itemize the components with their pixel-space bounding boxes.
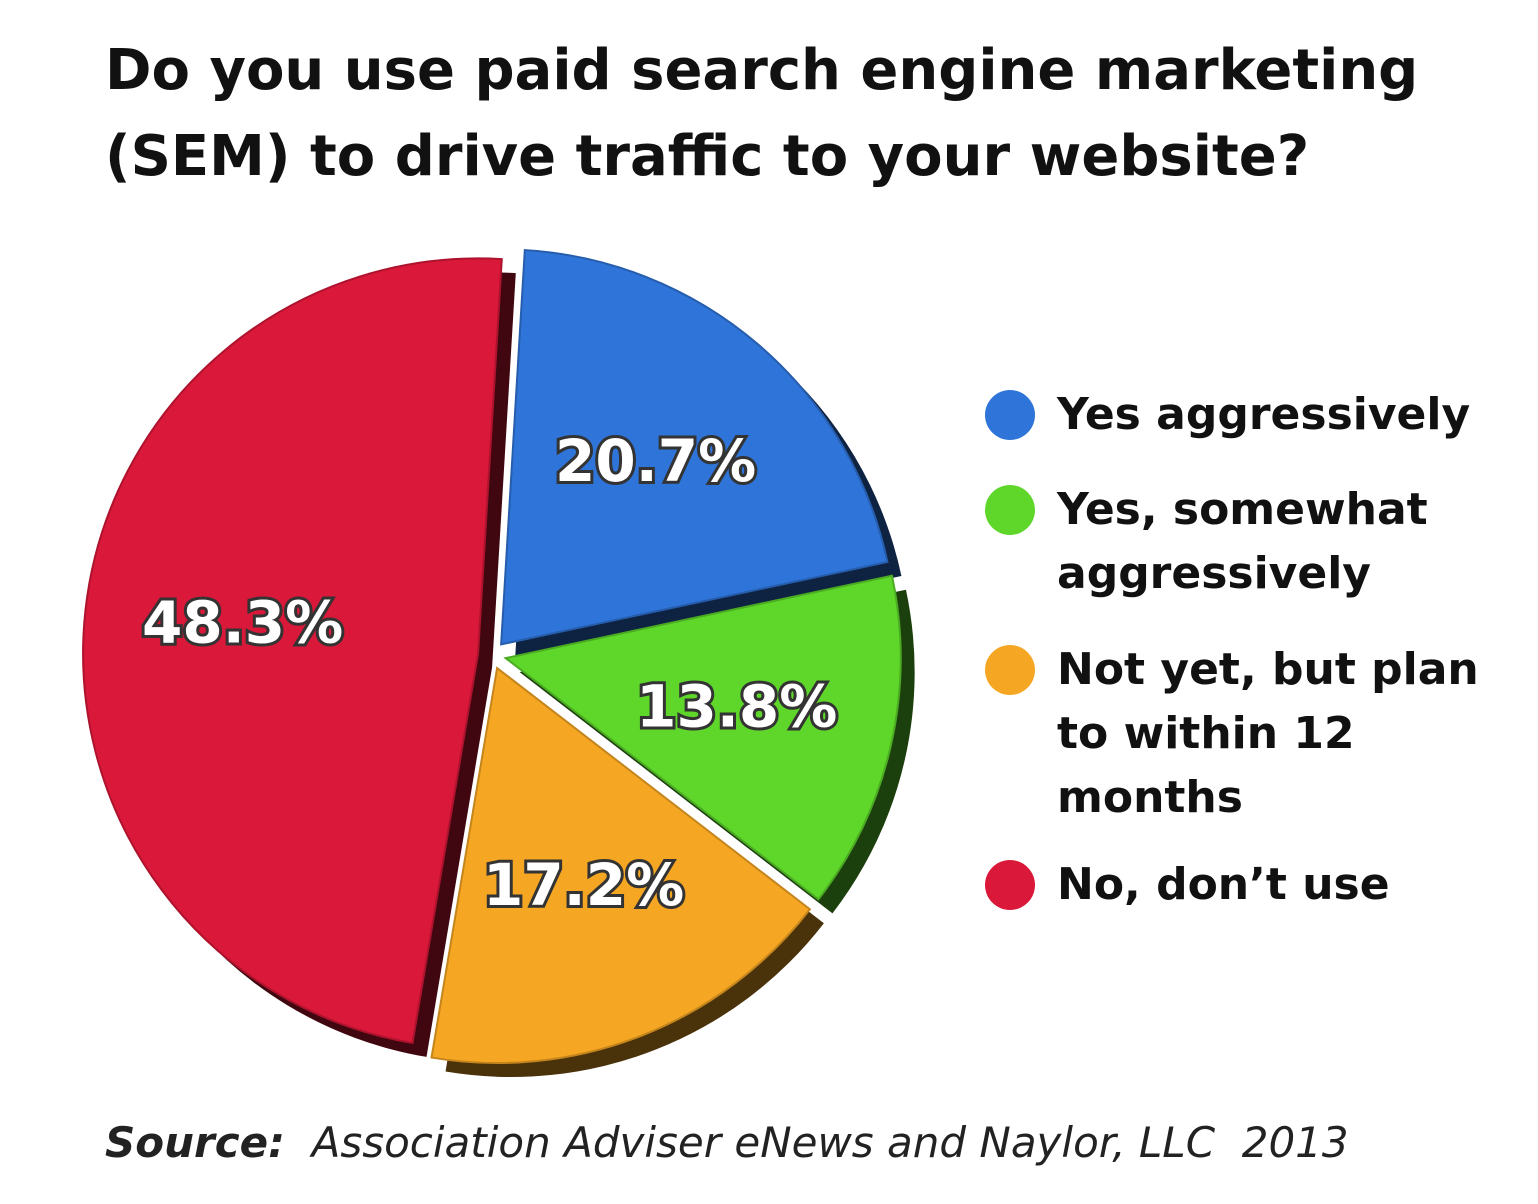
legend-swatch xyxy=(985,485,1035,535)
value-label: 48.3% xyxy=(142,589,343,657)
slice xyxy=(503,574,902,901)
value-label: 20.7% xyxy=(555,427,756,495)
legend-label: Yes, somewhat aggressively xyxy=(1057,484,1428,599)
legend-entry: Yes, somewhat aggressively xyxy=(985,478,1505,606)
source-text: Association Adviser eNews and Naylor, LL… xyxy=(311,1118,1349,1167)
chart-title: Do you use paid search engine marketing … xyxy=(105,38,1419,189)
legend-entry: No, don’t use xyxy=(985,853,1505,917)
slice xyxy=(82,257,503,1045)
source-label: Source: xyxy=(105,1118,285,1167)
legend-label: Not yet, but plan to within 12 months xyxy=(1057,644,1479,823)
legend-swatch xyxy=(985,390,1035,440)
legend-label: Yes aggressively xyxy=(1057,389,1471,440)
source: Source: Association Adviser eNews and Na… xyxy=(105,1118,1349,1167)
slice xyxy=(500,249,889,646)
legend-swatch xyxy=(985,645,1035,695)
value-label: 17.2% xyxy=(483,851,684,919)
legend-swatch xyxy=(985,860,1035,910)
legend-entry: Not yet, but plan to within 12 months xyxy=(985,638,1505,830)
legend-entry: Yes aggressively xyxy=(985,383,1505,447)
value-label: 13.8% xyxy=(636,673,837,741)
legend-label: No, don’t use xyxy=(1057,859,1390,910)
slice xyxy=(430,666,812,1065)
